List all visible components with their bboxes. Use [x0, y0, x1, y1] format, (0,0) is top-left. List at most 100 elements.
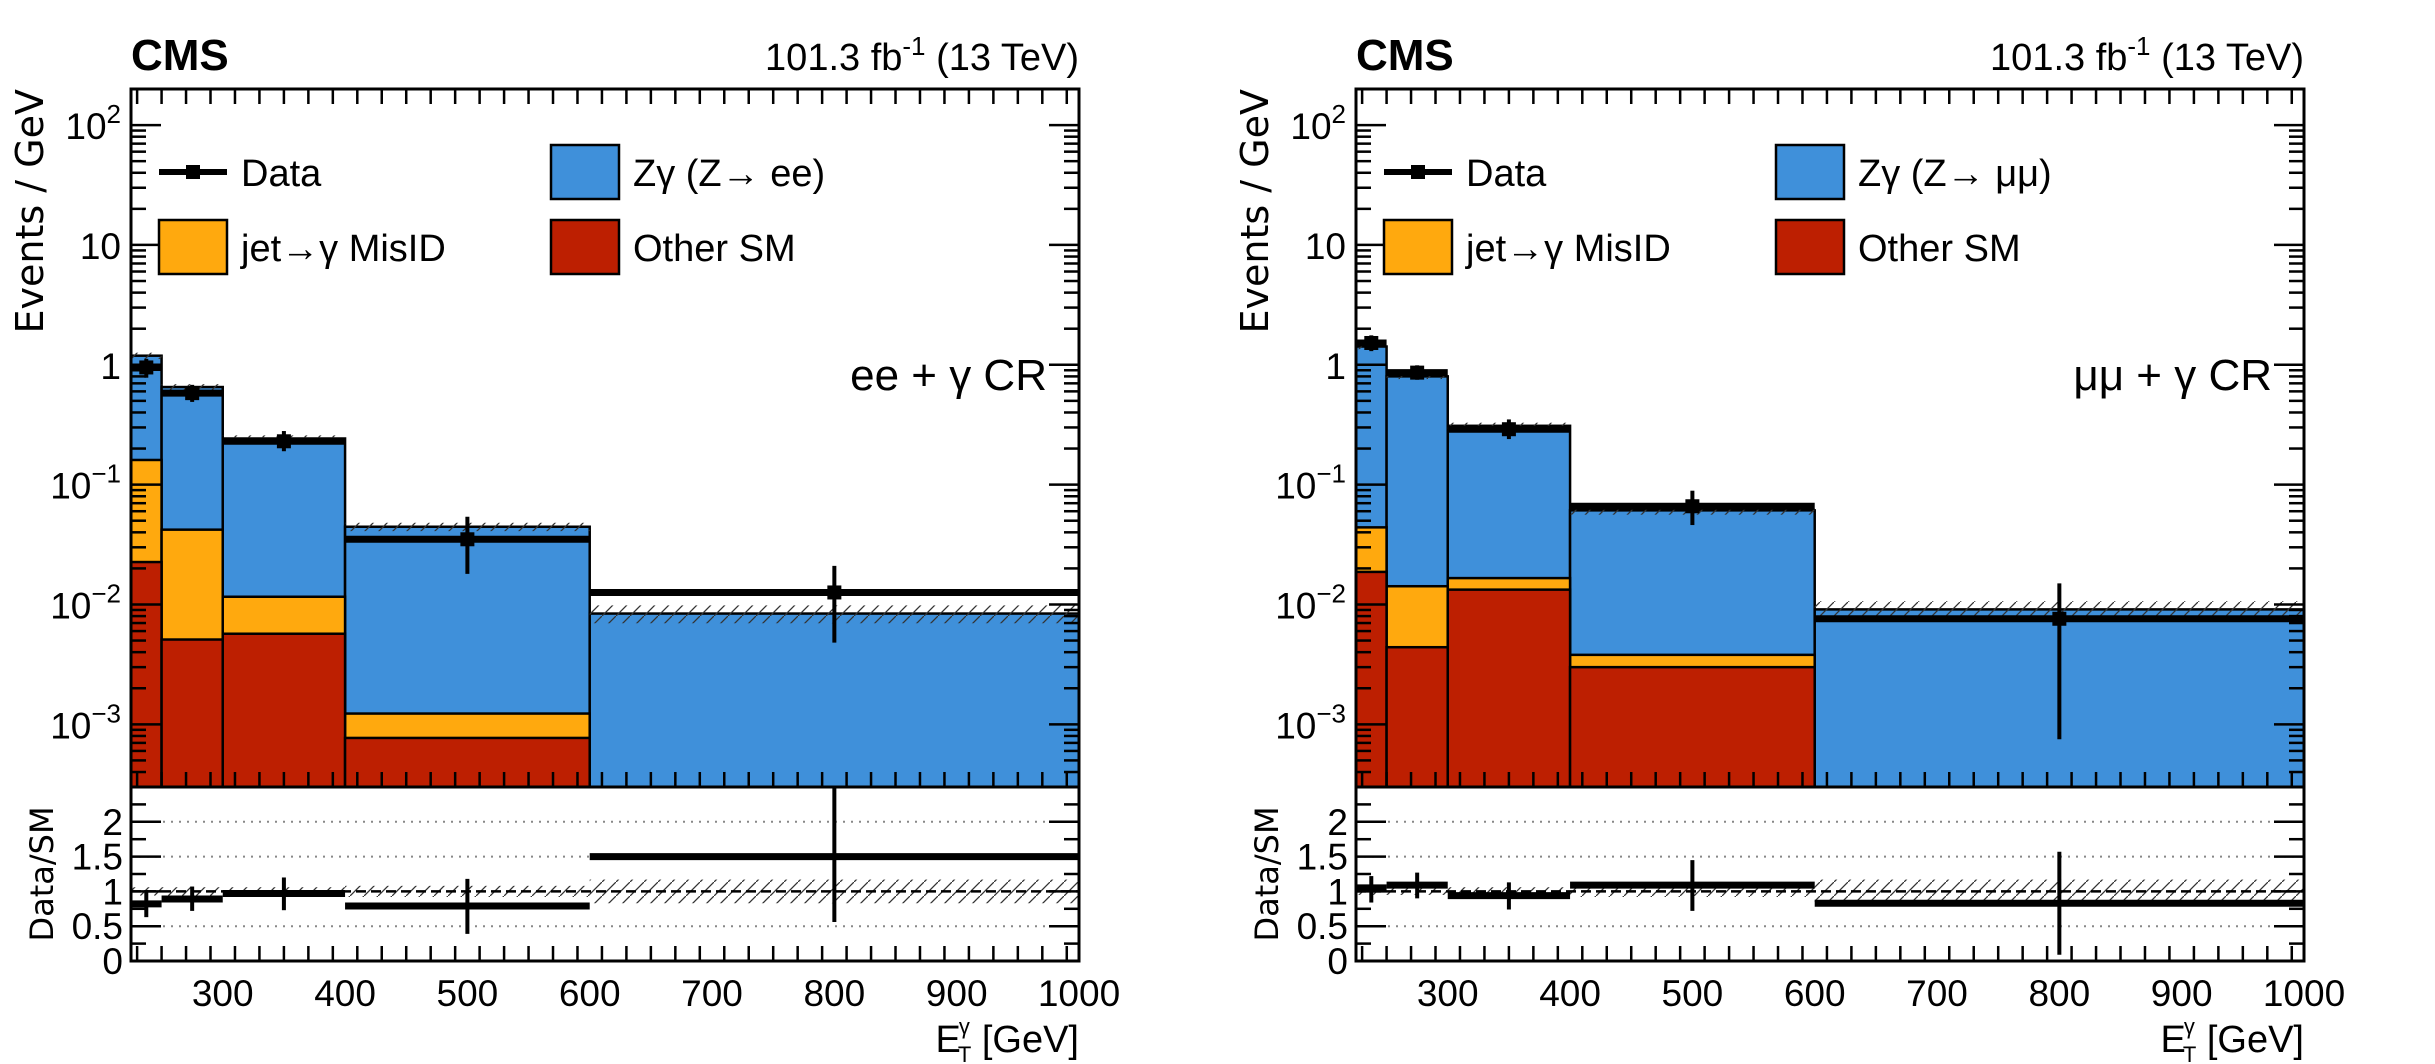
x-axis-title: Eγ T [GeV] — [2160, 1014, 2304, 1064]
legend-data-marker — [1411, 165, 1425, 179]
ratio-y-tick-label: 1.5 — [1297, 837, 1348, 878]
legend-swatch-other — [1774, 218, 1846, 276]
data-point — [1364, 335, 1379, 350]
legend-label: Zγ (Z→ ee) — [633, 153, 825, 195]
data-point — [1410, 365, 1425, 380]
legend-entry-data: Data — [1384, 153, 1547, 195]
y-tick-label: 10 — [80, 226, 121, 267]
ratio-y-tick-label: 1 — [1327, 871, 1348, 912]
x-tick-label: 900 — [926, 973, 988, 1014]
x-tick-label: 300 — [1417, 973, 1479, 1014]
x-tick-label: 800 — [803, 973, 865, 1014]
data-point — [2052, 611, 2067, 626]
data-point — [139, 360, 154, 375]
x-tick-label: 400 — [314, 973, 376, 1014]
legend-entry-zgamma: Zγ (Z→ ee) — [549, 143, 825, 201]
cms-label: CMS — [1356, 31, 1454, 80]
y-tick-label: 10 — [1305, 226, 1346, 267]
legend-swatch-zgamma — [549, 143, 621, 201]
bar-other — [221, 632, 347, 787]
x-tick-label: 600 — [1784, 973, 1846, 1014]
legend-entry-other: Other SM — [1774, 218, 2021, 276]
region-label: μμ + γ CR — [2073, 351, 2272, 400]
ratio-panel: 00.511.52 Data/SM — [1248, 785, 2306, 982]
luminosity-label: 101.3 fb-1 (13 TeV) — [1990, 31, 2304, 79]
ratio-y-tick-label: 0 — [1327, 941, 1348, 982]
legend-label: Data — [1466, 153, 1547, 195]
x-tick-label: 900 — [2151, 973, 2213, 1014]
x-axis-title: Eγ T [GeV] — [935, 1014, 1079, 1064]
legend-entry-data: Data — [159, 153, 322, 195]
cms-label: CMS — [131, 31, 229, 80]
data-point — [185, 386, 200, 401]
x-tick-label: 500 — [437, 973, 499, 1014]
y-tick-label: 102 — [1290, 99, 1346, 147]
ratio-y-tick-label: 0 — [102, 941, 123, 982]
y-axis-title: Events / GeV — [1233, 89, 1277, 333]
bar-other — [131, 560, 163, 787]
y-axis-title: Events / GeV — [8, 89, 52, 333]
ratio-y-tick-label: 2 — [1327, 802, 1348, 843]
bar-other — [343, 736, 591, 787]
data-point — [276, 434, 291, 449]
ratio-y-tick-label: 1.5 — [72, 837, 123, 878]
data-point — [1501, 422, 1516, 437]
y-tick-label: 10−2 — [50, 578, 121, 626]
ratio-y-tick-label: 0.5 — [1297, 906, 1348, 947]
legend-label: Zγ (Z→ μμ) — [1858, 153, 2052, 195]
y-tick-label: 10−2 — [1275, 578, 1346, 626]
x-tick-label: 400 — [1539, 973, 1601, 1014]
bar-other — [1385, 645, 1449, 787]
legend-label: jet→γ MisID — [1465, 228, 1671, 270]
data-point — [1685, 499, 1700, 514]
x-tick-label: 800 — [2028, 973, 2090, 1014]
bar-other — [160, 638, 224, 787]
legend-label: Other SM — [1858, 228, 2021, 270]
legend-label: Other SM — [633, 228, 796, 270]
legend-swatch-misid — [1382, 218, 1454, 276]
x-tick-label: 600 — [559, 973, 621, 1014]
y-tick-label: 10−1 — [50, 459, 121, 507]
legend-entry-misid: jet→γ MisID — [157, 218, 446, 276]
region-label: ee + γ CR — [850, 351, 1047, 400]
ratio-frame — [1354, 785, 2306, 963]
ratio-panel: 00.511.52 Data/SM — [23, 785, 1081, 982]
upper-plot-area — [131, 352, 1079, 787]
ratio-frame — [129, 785, 1081, 963]
y-tick-label: 1 — [1325, 346, 1346, 387]
legend-swatch-other — [549, 218, 621, 276]
legend-label: Data — [241, 153, 322, 195]
legend-swatch-misid — [157, 218, 229, 276]
legend-data-marker — [186, 165, 200, 179]
legend-entry-other: Other SM — [549, 218, 796, 276]
uncertainty-band — [131, 352, 162, 359]
luminosity-label: 101.3 fb-1 (13 TeV) — [765, 31, 1079, 79]
y-tick-label: 10−3 — [1275, 698, 1346, 746]
ratio-y-axis-title: Data/SM — [23, 806, 61, 941]
x-tick-label: 700 — [1906, 973, 1968, 1014]
bar-other — [1446, 588, 1572, 787]
ratio-y-tick-label: 0.5 — [72, 906, 123, 947]
y-tick-label: 1 — [100, 346, 121, 387]
x-tick-label: 1000 — [1038, 973, 1120, 1014]
bar-other — [1568, 665, 1816, 787]
y-tick-label: 10−3 — [50, 698, 121, 746]
ratio-y-tick-label: 2 — [102, 802, 123, 843]
legend-entry-misid: jet→γ MisID — [1382, 218, 1671, 276]
x-tick-label: 1000 — [2263, 973, 2345, 1014]
ratio-y-axis-title: Data/SM — [1248, 806, 1286, 941]
data-point — [827, 585, 842, 600]
y-tick-label: 10−1 — [1275, 459, 1346, 507]
legend-swatch-zgamma — [1774, 143, 1846, 201]
data-point — [460, 532, 475, 547]
x-tick-label: 300 — [192, 973, 254, 1014]
ratio-y-tick-label: 1 — [102, 871, 123, 912]
legend-label: jet→γ MisID — [240, 228, 446, 270]
y-tick-label: 102 — [65, 99, 121, 147]
x-tick-label: 500 — [1662, 973, 1724, 1014]
x-tick-label: 700 — [681, 973, 743, 1014]
